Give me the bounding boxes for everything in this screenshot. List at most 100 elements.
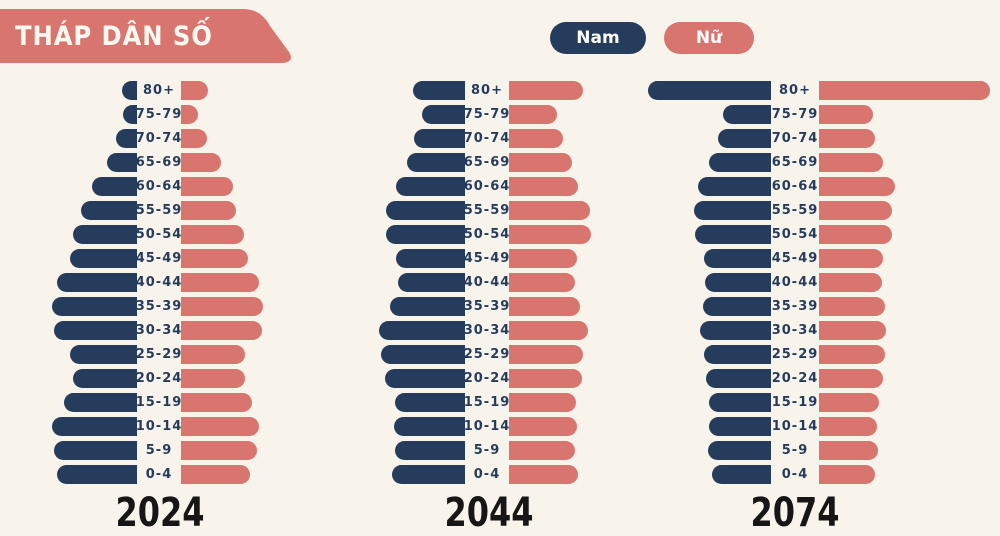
age-row: 70-74 [348,126,638,150]
age-label-cell: 15-19 [463,390,511,414]
female-bar-2074-35-39 [819,296,885,316]
age-label-cell: 0-4 [465,462,509,486]
female-cell [509,270,638,294]
male-bar-2044-15-19 [395,392,465,412]
female-bar-2024-35-39 [181,296,263,316]
age-label-cell: 60-64 [771,174,819,198]
age-label-cell: 15-19 [771,390,819,414]
female-bar-2074-5-9 [819,440,878,460]
age-label-cell: 30-34 [464,318,510,342]
age-row: 5-9 [641,438,995,462]
female-bar-2074-30-34 [819,320,886,340]
male-cell [20,126,137,150]
age-label-cell: 50-54 [136,222,182,246]
female-cell [819,246,995,270]
male-cell [20,174,137,198]
female-cell [509,414,638,438]
age-label: 25-29 [771,346,819,362]
age-row: 0-4 [348,462,638,486]
male-cell [20,246,137,270]
female-cell [819,78,995,102]
female-cell [819,150,995,174]
age-label: 50-54 [463,226,511,242]
age-label: 15-19 [463,394,511,410]
male-cell [348,270,465,294]
male-cell [641,246,771,270]
male-cell [20,438,137,462]
female-bar-2044-25-29 [509,344,583,364]
male-bar-2074-70-74 [718,128,771,148]
age-label: 5-9 [473,442,501,458]
female-bar-2024-45-49 [181,248,248,268]
female-cell [509,462,638,486]
male-cell [20,150,137,174]
female-cell [509,222,638,246]
female-bar-2024-65-69 [181,152,221,172]
male-cell [641,222,771,246]
male-cell [20,78,137,102]
male-bar-2044-45-49 [396,248,465,268]
female-bar-2044-45-49 [509,248,577,268]
female-cell [819,174,995,198]
age-row: 15-19 [348,390,638,414]
age-row: 50-54 [20,222,310,246]
male-cell [641,462,771,486]
age-row: 0-4 [20,462,310,486]
male-bar-2074-25-29 [704,344,771,364]
female-cell [181,198,310,222]
age-row: 5-9 [20,438,310,462]
female-bar-2024-20-24 [181,368,245,388]
age-row: 15-19 [20,390,310,414]
age-row: 45-49 [20,246,310,270]
age-label: 30-34 [135,322,183,338]
age-row: 70-74 [20,126,310,150]
age-label: 40-44 [463,274,511,290]
age-label-cell: 65-69 [136,150,182,174]
male-cell [641,102,771,126]
legend-male-badge: Nam [550,22,646,54]
age-label: 35-39 [135,298,183,314]
age-label-cell: 30-34 [135,318,183,342]
age-label: 55-59 [135,202,183,218]
female-bar-2074-65-69 [819,152,883,172]
age-label-cell: 65-69 [464,150,510,174]
year-label-2074: 2074 [750,490,840,536]
age-label-cell: 10-14 [464,414,510,438]
female-bar-2044-30-34 [509,320,588,340]
age-row: 65-69 [20,150,310,174]
age-row: 40-44 [20,270,310,294]
age-label-cell: 60-64 [135,174,183,198]
male-cell [641,78,771,102]
age-label-cell: 35-39 [771,294,819,318]
female-bar-2044-20-24 [509,368,582,388]
year-label-2024: 2024 [115,490,205,536]
female-cell [819,318,995,342]
age-label: 15-19 [771,394,819,410]
female-cell [509,150,638,174]
male-cell [641,198,771,222]
age-row: 55-59 [641,198,995,222]
female-cell [819,270,995,294]
male-bar-2074-0-4 [712,464,771,484]
age-label-cell: 75-79 [771,102,819,126]
female-bar-2024-75-79 [181,104,198,124]
female-cell [181,462,310,486]
age-label: 55-59 [771,202,819,218]
female-bar-2074-40-44 [819,272,882,292]
title-banner: THÁP DÂN SỐ [0,9,300,63]
male-cell [348,126,465,150]
age-label: 5-9 [145,442,173,458]
legend-female-label: Nữ [695,28,723,48]
age-label-cell: 55-59 [771,198,819,222]
age-label-cell: 25-29 [771,342,819,366]
age-label: 45-49 [771,250,819,266]
female-cell [509,126,638,150]
male-cell [641,438,771,462]
female-bar-2044-10-14 [509,416,577,436]
male-bar-2044-55-59 [386,200,465,220]
female-cell [509,246,638,270]
female-bar-2044-70-74 [509,128,563,148]
age-label-cell: 70-74 [136,126,182,150]
age-label: 60-64 [135,178,183,194]
